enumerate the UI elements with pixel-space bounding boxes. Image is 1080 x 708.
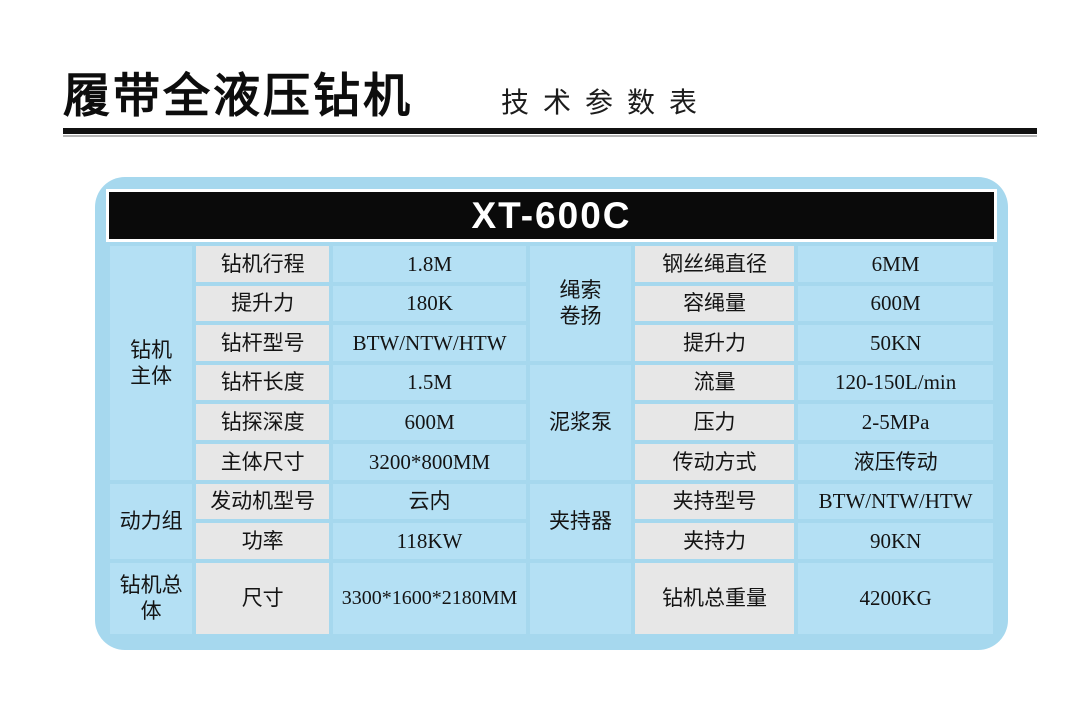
table-row: 动力组 发动机型号 云内 夹持器 夹持型号 BTW/NTW/HTW bbox=[110, 483, 993, 559]
table-row: 功率 118KW 夹持力 90KN bbox=[110, 523, 993, 559]
table-row: 提升力 180K 容绳量 600M bbox=[110, 285, 993, 322]
spec-value-cell: 600M bbox=[333, 404, 527, 440]
spec-label-cell: 容绳量 bbox=[634, 285, 795, 322]
spec-label-cell: 夹持型号 bbox=[634, 483, 795, 520]
spec-group-cell: 泥浆泵 bbox=[530, 364, 631, 480]
spec-value-cell: 云内 bbox=[333, 483, 527, 520]
spec-value-cell: 1.8M bbox=[333, 246, 527, 282]
spec-label-cell: 提升力 bbox=[634, 325, 795, 361]
table-row: 主体尺寸 3200*800MM 传动方式 液压传动 bbox=[110, 443, 993, 480]
spec-value-cell: 90KN bbox=[798, 523, 993, 559]
spec-label-cell: 钢丝绳直径 bbox=[634, 246, 795, 282]
spec-group-cell-empty bbox=[530, 562, 631, 634]
spec-label-cell: 提升力 bbox=[196, 285, 330, 322]
title-bar: 履带全液压钻机 技术参数表 bbox=[63, 71, 1037, 137]
spec-panel: XT-600C 钻机 主体 钻机行程 1.8M 绳索 卷扬 钢丝绳直径 6MM … bbox=[95, 177, 1008, 650]
spec-value-cell: 3200*800MM bbox=[333, 443, 527, 480]
spec-group-cell: 钻机 主体 bbox=[110, 246, 193, 480]
table-row: 钻杆长度 1.5M 泥浆泵 流量 120-150L/min bbox=[110, 364, 993, 480]
spec-value-cell: BTW/NTW/HTW bbox=[333, 325, 527, 361]
spec-value-cell: 1.5M bbox=[333, 364, 527, 401]
spec-group-cell: 夹持器 bbox=[530, 483, 631, 559]
spec-label-cell: 主体尺寸 bbox=[196, 443, 330, 480]
spec-value-cell: 180K bbox=[333, 285, 527, 322]
spec-label-cell: 功率 bbox=[196, 523, 330, 559]
table-row: 钻机 主体 钻机行程 1.8M 绳索 卷扬 钢丝绳直径 6MM bbox=[110, 246, 993, 480]
model-header: XT-600C bbox=[106, 189, 997, 242]
spec-label-cell: 钻机总重量 bbox=[634, 562, 795, 634]
spec-table: 钻机 主体 钻机行程 1.8M 绳索 卷扬 钢丝绳直径 6MM 提升力 180K… bbox=[106, 242, 997, 638]
spec-label-cell: 流量 bbox=[634, 364, 795, 401]
table-row: 钻探深度 600M 压力 2-5MPa bbox=[110, 404, 993, 440]
spec-value-cell: 600M bbox=[798, 285, 993, 322]
spec-value-cell: BTW/NTW/HTW bbox=[798, 483, 993, 520]
spec-value-cell: 118KW bbox=[333, 523, 527, 559]
spec-label-cell: 传动方式 bbox=[634, 443, 795, 480]
spec-label-cell: 压力 bbox=[634, 404, 795, 440]
spec-value-cell: 50KN bbox=[798, 325, 993, 361]
title-divider bbox=[63, 127, 1037, 137]
spec-value-cell: 液压传动 bbox=[798, 443, 993, 480]
spec-label-cell: 钻机行程 bbox=[196, 246, 330, 282]
spec-group-cell: 钻机总体 bbox=[110, 562, 193, 634]
spec-label-cell: 夹持力 bbox=[634, 523, 795, 559]
spec-value-cell: 4200KG bbox=[798, 562, 993, 634]
spec-label-cell: 钻探深度 bbox=[196, 404, 330, 440]
spec-label-cell: 钻杆型号 bbox=[196, 325, 330, 361]
spec-value-cell: 6MM bbox=[798, 246, 993, 282]
spec-value-cell: 120-150L/min bbox=[798, 364, 993, 401]
page-title: 履带全液压钻机 bbox=[63, 71, 413, 123]
spec-value-cell: 2-5MPa bbox=[798, 404, 993, 440]
spec-value-cell: 3300*1600*2180MM bbox=[333, 562, 527, 634]
table-row: 钻机总体 尺寸 3300*1600*2180MM 钻机总重量 4200KG bbox=[110, 562, 993, 634]
spec-group-cell: 绳索 卷扬 bbox=[530, 246, 631, 361]
page-subtitle: 技术参数表 bbox=[501, 88, 712, 119]
spec-label-cell: 尺寸 bbox=[196, 562, 330, 634]
spec-label-cell: 钻杆长度 bbox=[196, 364, 330, 401]
spec-label-cell: 发动机型号 bbox=[196, 483, 330, 520]
spec-group-cell: 动力组 bbox=[110, 483, 193, 559]
table-row: 钻杆型号 BTW/NTW/HTW 提升力 50KN bbox=[110, 325, 993, 361]
